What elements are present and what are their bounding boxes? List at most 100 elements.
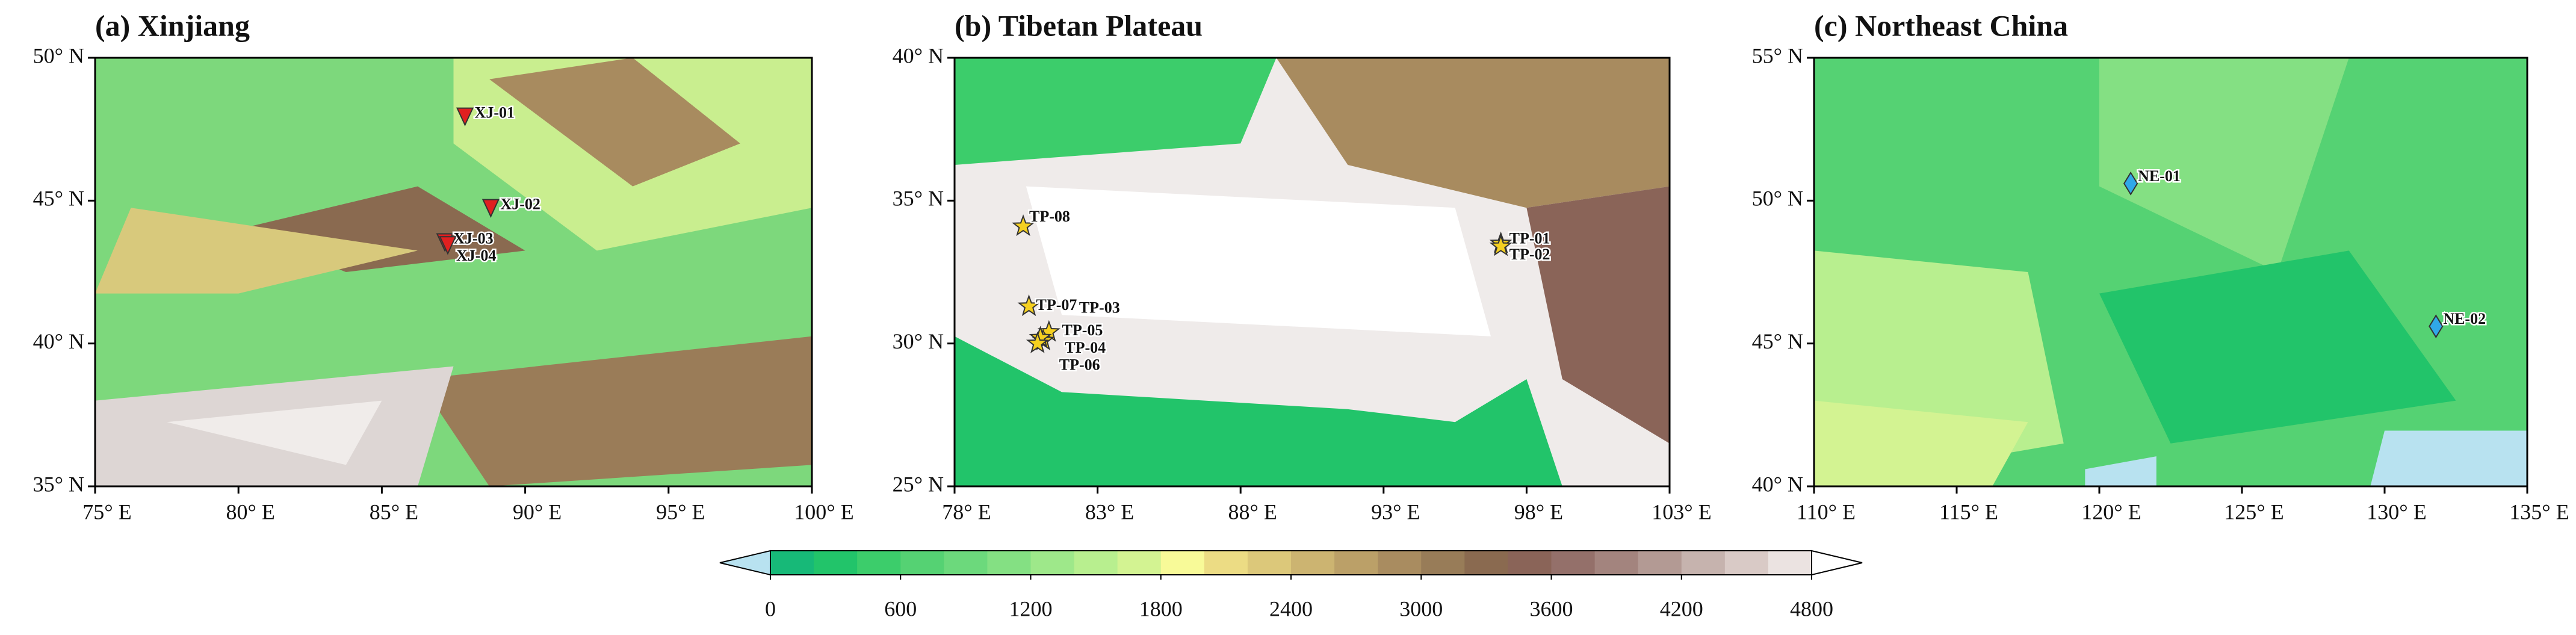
y-tick-label: 25° N bbox=[893, 472, 944, 496]
colorbar-swatch bbox=[1160, 551, 1205, 575]
colorbar-swatch bbox=[1030, 551, 1075, 575]
station-label: TP-07 bbox=[1036, 296, 1077, 314]
colorbar-swatch bbox=[1074, 551, 1118, 575]
terrain-region bbox=[95, 208, 418, 294]
station-marker bbox=[2123, 171, 2138, 196]
y-tick-label: 55° N bbox=[1752, 43, 1803, 67]
station-label: TP-05 bbox=[1062, 321, 1103, 339]
colorbar-swatch bbox=[1291, 551, 1335, 575]
station-marker bbox=[1012, 214, 1035, 237]
station-label: TP-08 bbox=[1029, 208, 1070, 225]
station-marker bbox=[2429, 314, 2444, 339]
station-label: NE-01 bbox=[2138, 167, 2181, 185]
colorbar-tick-label: 0 bbox=[765, 596, 776, 621]
station-label: TP-04 bbox=[1065, 339, 1106, 356]
y-tick-label: 35° N bbox=[33, 472, 84, 496]
map-frame bbox=[94, 57, 813, 488]
station-marker bbox=[481, 199, 500, 218]
colorbar-swatch bbox=[814, 551, 858, 575]
y-tick-label: 30° N bbox=[893, 329, 944, 353]
terrain-region bbox=[2370, 430, 2527, 486]
y-tick-label: 35° N bbox=[893, 187, 944, 211]
colorbar-swatch bbox=[1247, 551, 1292, 575]
station-marker bbox=[1489, 234, 1512, 256]
terrain-region bbox=[489, 58, 740, 187]
station-marker bbox=[1017, 294, 1041, 317]
colorbar-tick-label: 2400 bbox=[1269, 596, 1313, 621]
x-tick-label: 88° E bbox=[1228, 500, 1277, 524]
colorbar-tick-label: 1800 bbox=[1139, 596, 1183, 621]
terrain-region bbox=[167, 400, 382, 465]
x-tick-label: 93° E bbox=[1371, 500, 1420, 524]
map-panel: (c) Northeast China 110° E 115° E 120° E 125… bbox=[1752, 8, 2569, 524]
terrain-region bbox=[1814, 400, 2028, 486]
colorbar-swatch bbox=[1421, 551, 1465, 575]
panel-title: (a) Xinjiang bbox=[95, 8, 250, 42]
x-tick-label: 98° E bbox=[1514, 500, 1563, 524]
map-panel: (a) Xinjiang 75° E 80° E 85° E 90° E 95° E 100… bbox=[33, 8, 854, 524]
colorbar-swatch bbox=[987, 551, 1031, 575]
terrain-region bbox=[955, 58, 1277, 165]
terrain-region bbox=[417, 336, 812, 486]
colorbar-swatch bbox=[1464, 551, 1508, 575]
y-tick-label: 40° N bbox=[33, 329, 84, 353]
colorbar-swatch bbox=[1204, 551, 1248, 575]
station-marker bbox=[1026, 331, 1049, 353]
station-label: TP-06 bbox=[1059, 356, 1100, 374]
colorbar-swatch bbox=[900, 551, 944, 575]
x-tick-label: 115° E bbox=[1939, 500, 1998, 524]
x-tick-label: 95° E bbox=[656, 500, 705, 524]
map-frame bbox=[953, 57, 1671, 488]
station-marker bbox=[456, 107, 474, 127]
colorbar-swatch bbox=[1768, 551, 1812, 575]
terrain-region bbox=[1276, 58, 1670, 208]
station-label: TP-03 bbox=[1079, 299, 1120, 317]
colorbar-swatch bbox=[1724, 551, 1769, 575]
colorbar-under bbox=[719, 550, 771, 576]
colorbar-swatch bbox=[1681, 551, 1726, 575]
y-tick-label: 50° N bbox=[1752, 187, 1803, 211]
x-tick-label: 125° E bbox=[2224, 500, 2283, 524]
terrain-region bbox=[2085, 456, 2156, 486]
colorbar-tick-label: 600 bbox=[884, 596, 917, 621]
terrain-region bbox=[1026, 186, 1491, 336]
x-tick-label: 120° E bbox=[2081, 500, 2141, 524]
colorbar-over bbox=[1811, 550, 1863, 576]
colorbar-swatch bbox=[857, 551, 901, 575]
x-tick-label: 80° E bbox=[226, 500, 275, 524]
station-label: TP-02 bbox=[1509, 246, 1550, 263]
colorbar-tick-label: 1200 bbox=[1009, 596, 1053, 621]
x-tick-label: 103° E bbox=[1652, 500, 1711, 524]
y-tick-label: 50° N bbox=[33, 43, 84, 67]
x-tick-label: 75° E bbox=[82, 500, 131, 524]
x-tick-label: 85° E bbox=[370, 500, 418, 524]
station-label: NE-02 bbox=[2443, 310, 2486, 327]
x-tick-label: 135° E bbox=[2509, 500, 2569, 524]
terrain-region bbox=[955, 336, 1562, 486]
station-marker bbox=[439, 236, 457, 255]
colorbar-swatch bbox=[1117, 551, 1162, 575]
map-frame bbox=[1813, 57, 2528, 488]
terrain bbox=[955, 58, 1670, 486]
x-tick-label: 78° E bbox=[942, 500, 991, 524]
station-label: XJ-02 bbox=[500, 196, 540, 213]
x-tick-label: 100° E bbox=[794, 500, 853, 524]
station-marker bbox=[1037, 320, 1060, 342]
y-tick-label: 40° N bbox=[1752, 472, 1803, 496]
map-panel: (b) Tibetan Plateau 78° E 83° E 88° E 93° E 9… bbox=[893, 8, 1712, 524]
colorbar-swatch bbox=[1638, 551, 1682, 575]
x-tick-label: 90° E bbox=[513, 500, 562, 524]
terrain bbox=[95, 58, 812, 486]
panel-title: (b) Tibetan Plateau bbox=[955, 8, 1203, 42]
colorbar: 0 600 1200 1800 2400 3000 3600 4200 4800 bbox=[719, 550, 1863, 621]
station-label: XJ-01 bbox=[475, 104, 515, 122]
colorbar-swatch bbox=[1551, 551, 1596, 575]
station-label: XJ-03 bbox=[453, 230, 493, 247]
panel-title: (c) Northeast China bbox=[1814, 8, 2068, 42]
colorbar-tick-label: 4800 bbox=[1790, 596, 1833, 621]
station-label: XJ-04 bbox=[456, 247, 496, 264]
terrain-region bbox=[2099, 58, 2349, 272]
x-tick-label: 130° E bbox=[2367, 500, 2426, 524]
